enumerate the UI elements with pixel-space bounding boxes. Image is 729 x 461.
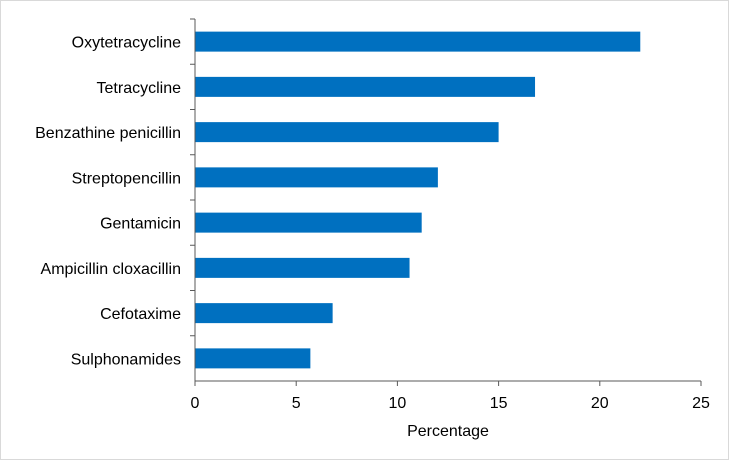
bar	[195, 167, 438, 188]
bar	[195, 31, 641, 52]
bar	[195, 348, 311, 369]
category-label: Streptopencillin	[72, 170, 181, 187]
x-tick-label: 20	[591, 395, 609, 412]
bars-group	[195, 31, 641, 369]
bar	[195, 76, 536, 97]
category-label: Oxytetracycline	[72, 35, 181, 52]
category-labels: Oxytetracycline Tetracycline Benzathine pe…	[35, 18, 195, 368]
category-label: Tetracycline	[97, 80, 182, 97]
x-tick-label: 10	[389, 395, 407, 412]
bar	[195, 303, 333, 324]
category-label: Ampicillin cloxacillin	[41, 261, 181, 278]
bar	[195, 257, 410, 278]
category-label: Benzathine penicillin	[35, 125, 181, 142]
x-axis-label: Percentage	[407, 423, 489, 440]
bar	[195, 122, 499, 143]
category-label: Cefotaxime	[100, 306, 181, 323]
bar	[195, 212, 422, 233]
x-tick-label: 0	[191, 395, 200, 412]
x-tick-label: 15	[490, 395, 508, 412]
category-label: Gentamicin	[100, 216, 181, 233]
category-label: Sulphonamides	[71, 351, 181, 368]
x-tick-label: 5	[292, 395, 301, 412]
x-tick-label: 25	[692, 395, 710, 412]
x-axis-ticks: 0 5 10 15 20 25	[191, 381, 710, 412]
